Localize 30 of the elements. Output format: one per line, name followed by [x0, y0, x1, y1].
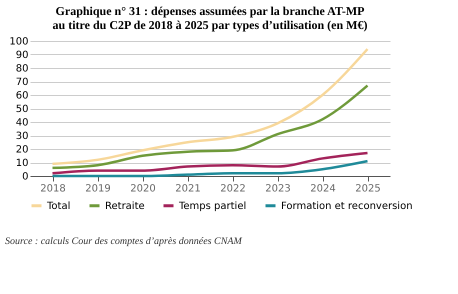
y-tick-label: 30 [16, 131, 28, 142]
x-tick-label: 2025 [355, 184, 381, 194]
x-tick-label: 2023 [265, 184, 291, 194]
y-tick-label: 20 [16, 144, 28, 156]
x-tick-label: 2018 [40, 184, 66, 194]
legend-label: Temps partiel [178, 200, 246, 212]
y-tick-label: 60 [16, 90, 28, 102]
line-series [51, 84, 369, 170]
x-tick-label: 2024 [310, 184, 336, 194]
legend-label: Total [46, 200, 70, 212]
y-tick-label: 40 [16, 118, 28, 128]
y-tick-label: 90 [16, 50, 28, 61]
source-note: Source : calculs Cour des comptes d’après données CNAM [5, 236, 242, 247]
y-tick-label: 70 [16, 77, 28, 88]
y-tick-label: 100 [9, 36, 28, 48]
legend-label: Retraite [105, 200, 145, 212]
y-tick-label: 50 [16, 104, 28, 115]
line-series [51, 152, 369, 175]
x-tick-label: 2020 [130, 184, 156, 194]
line-series [51, 160, 369, 178]
x-tick-label: 2021 [175, 184, 201, 194]
text: au titre du C2P de 2018 à 2025 par types d’utilisation (en M€) [52, 18, 368, 32]
x-tick-label: 2022 [220, 184, 246, 194]
legend-label: Formation et reconversion [281, 200, 413, 212]
x-tick-label: 2019 [85, 184, 111, 194]
y-tick-label: 10 [16, 158, 28, 169]
y-tick-label: 80 [16, 64, 28, 74]
line-series [51, 48, 369, 166]
y-tick-label: 0 [22, 172, 28, 182]
text: Graphique n° 31 : dépenses assumées par la branche AT-MP [56, 4, 364, 18]
